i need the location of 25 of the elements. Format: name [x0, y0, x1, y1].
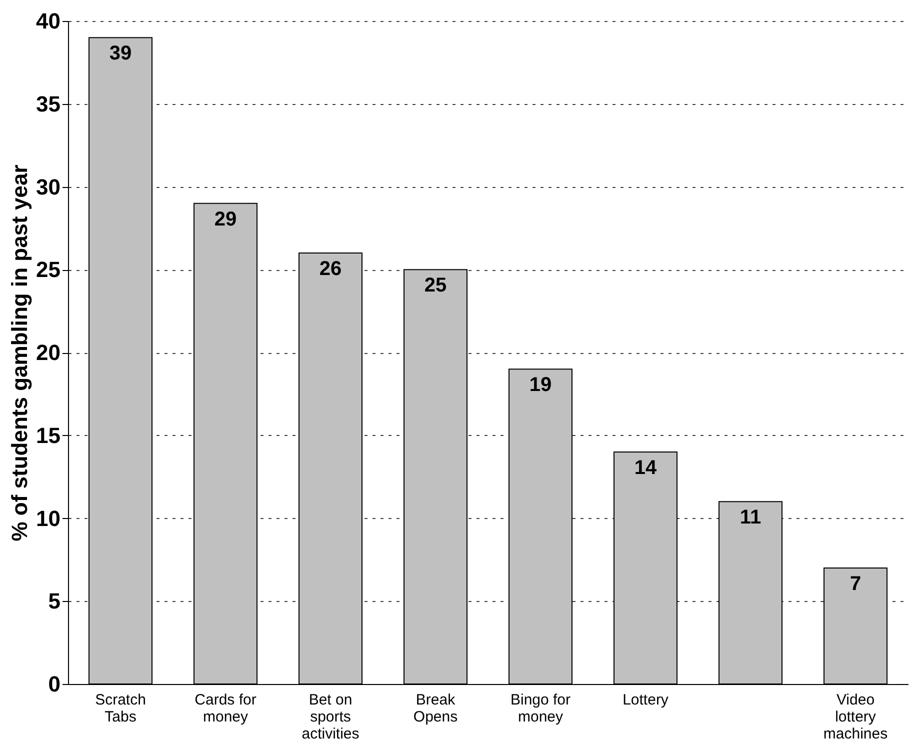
x-tick-label: Break Opens [413, 692, 458, 726]
y-tick-label: 35 [36, 91, 60, 116]
y-tick-label: 25 [36, 257, 60, 282]
y-tick-label: 10 [36, 506, 60, 531]
data-label: 29 [214, 208, 237, 230]
x-tick-label: Lottery [622, 692, 669, 708]
y-tick-label: 40 [36, 8, 60, 34]
x-tick-label: Bet on sports activities [302, 692, 360, 742]
y-tick-label: 0 [48, 672, 60, 696]
y-tick-label: 15 [36, 422, 60, 448]
x-tick-label: Video lottery machines [823, 692, 888, 742]
x-tick-label: Bingo for money [510, 692, 571, 726]
data-label: 14 [634, 456, 658, 479]
data-label: 25 [424, 274, 447, 297]
data-label: 7 [850, 572, 862, 595]
x-tick-label: Cards for money [194, 692, 256, 726]
data-label: 39 [109, 42, 132, 65]
y-axis-title: % of students gambling in past year [7, 164, 32, 542]
y-tick-label: 30 [36, 174, 60, 200]
data-label: 11 [740, 506, 762, 529]
y-tick-label: 5 [48, 588, 60, 614]
y-tick-label: 20 [36, 340, 60, 365]
x-tick-label: Scratch Tabs [95, 692, 146, 726]
data-label: 19 [529, 374, 552, 396]
data-label: 26 [319, 258, 342, 280]
